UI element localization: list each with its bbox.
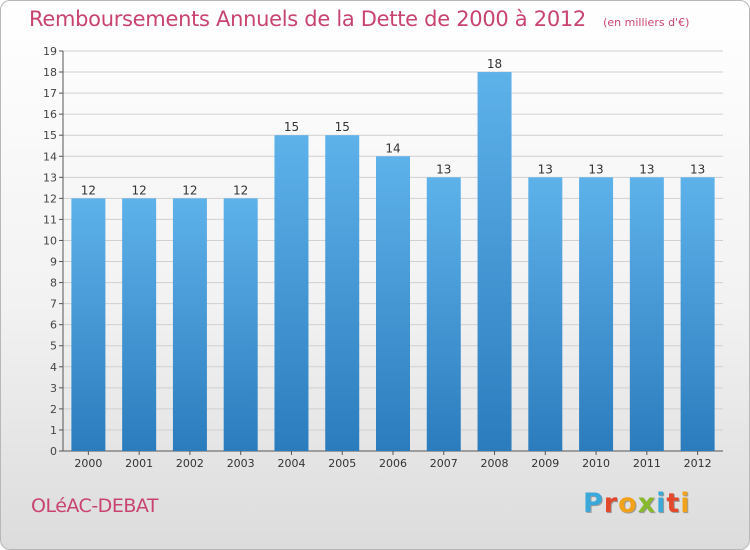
- x-tick-label: 2000: [74, 457, 102, 470]
- bar-2001: [122, 198, 157, 451]
- x-tick-label: 2008: [481, 457, 509, 470]
- y-tick-label: 0: [50, 445, 57, 458]
- data-label: 12: [132, 183, 147, 197]
- bar-2012: [680, 177, 715, 451]
- x-tick-label: 2002: [176, 457, 204, 470]
- y-tick-label: 6: [50, 319, 57, 332]
- y-tick-label: 4: [50, 361, 57, 374]
- bar-2004: [274, 135, 309, 452]
- x-tick-label: 2012: [684, 457, 712, 470]
- chart-title: Remboursements Annuels de la Dette de 20…: [29, 7, 586, 31]
- bar-2007: [426, 177, 461, 451]
- data-label: 13: [436, 162, 451, 176]
- data-label: 13: [639, 162, 654, 176]
- y-tick-label: 1: [50, 424, 57, 437]
- data-label: 12: [182, 183, 197, 197]
- y-tick-label: 9: [50, 256, 57, 269]
- y-tick-label: 16: [43, 108, 57, 121]
- bar-2005: [325, 135, 360, 452]
- bar-2006: [376, 156, 410, 451]
- bar-2011: [629, 177, 664, 451]
- data-label: 12: [81, 183, 96, 197]
- data-label: 14: [385, 141, 400, 155]
- data-label: 15: [284, 120, 299, 134]
- bar-2008: [477, 72, 512, 451]
- data-label: 13: [588, 162, 603, 176]
- proxiti-logo: Proxiti: [583, 488, 691, 519]
- brand-letter: P: [583, 488, 604, 519]
- brand-letter: i: [680, 488, 691, 519]
- town-name: OLéAC-DEBAT: [31, 495, 158, 517]
- y-tick-label: 14: [43, 150, 57, 163]
- x-tick-label: 2005: [328, 457, 356, 470]
- y-tick-label: 18: [43, 66, 57, 79]
- brand-letter: t: [666, 488, 681, 519]
- data-label: 13: [538, 162, 553, 176]
- brand-letter: r: [603, 488, 619, 519]
- chart-unit: (en milliers d'€): [603, 16, 690, 29]
- data-label: 18: [487, 57, 502, 71]
- x-tick-label: 2003: [227, 457, 255, 470]
- brand-letter: x: [637, 488, 657, 519]
- x-tick-label: 2010: [582, 457, 610, 470]
- y-tick-label: 11: [43, 213, 57, 226]
- bar-2009: [528, 177, 563, 451]
- data-label: 15: [335, 120, 350, 134]
- y-tick-label: 10: [43, 234, 57, 247]
- data-label: 13: [690, 162, 705, 176]
- y-tick-label: 17: [43, 87, 57, 100]
- data-label: 12: [233, 183, 248, 197]
- bar-2010: [579, 177, 614, 451]
- brand-letter: o: [618, 488, 638, 519]
- x-tick-label: 2009: [531, 457, 559, 470]
- bar-2002: [172, 198, 207, 451]
- x-tick-label: 2006: [379, 457, 407, 470]
- y-tick-label: 13: [43, 171, 57, 184]
- brand-letter: i: [656, 488, 667, 519]
- y-tick-label: 15: [43, 129, 57, 142]
- chart-title-row: Remboursements Annuels de la Dette de 20…: [29, 7, 689, 31]
- x-tick-label: 2011: [633, 457, 661, 470]
- x-tick-label: 2004: [277, 457, 305, 470]
- y-tick-label: 2: [50, 403, 57, 416]
- y-tick-label: 7: [50, 298, 57, 311]
- bar-2003: [223, 198, 258, 451]
- y-tick-label: 3: [50, 382, 57, 395]
- y-tick-label: 8: [50, 277, 57, 290]
- y-tick-label: 12: [43, 192, 57, 205]
- x-tick-label: 2007: [430, 457, 458, 470]
- x-tick-label: 2001: [125, 457, 153, 470]
- y-tick-label: 19: [43, 45, 57, 58]
- bar-2000: [71, 198, 106, 451]
- y-tick-label: 5: [50, 340, 57, 353]
